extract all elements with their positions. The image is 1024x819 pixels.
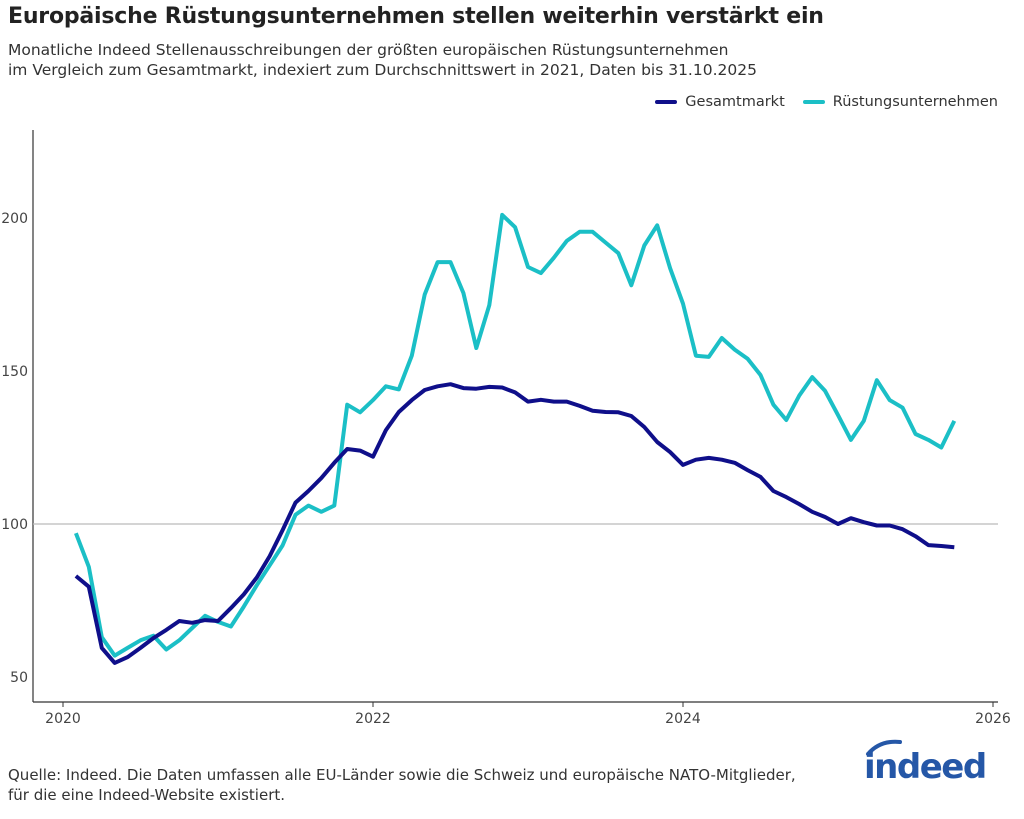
legend-swatch-gesamtmarkt xyxy=(655,100,678,104)
y-tick-label: 100 xyxy=(1,517,28,533)
source-line: Quelle: Indeed. Die Daten umfassen alle … xyxy=(8,766,796,784)
y-tick-label: 200 xyxy=(1,211,28,227)
y-tick-label: 50 xyxy=(10,670,28,686)
x-tick-label: 2022 xyxy=(355,711,391,727)
x-tick-label: 2020 xyxy=(45,711,81,727)
indeed-logo: indeed xyxy=(864,739,987,786)
legend-swatch-ruestung xyxy=(802,100,825,104)
source-line: für die eine Indeed-Website existiert. xyxy=(8,786,286,804)
svg-text:indeed: indeed xyxy=(864,747,986,786)
chart-subtitle: Monatliche Indeed Stellenausschreibungen… xyxy=(8,40,757,80)
legend: Gesamtmarkt Rüstungsunternehmen xyxy=(655,94,998,110)
series-line-gesamtmarkt xyxy=(74,382,955,665)
subtitle-line: im Vergleich zum Gesamtmarkt, indexiert … xyxy=(8,61,757,79)
series-line-ruestungsunternehmen xyxy=(74,212,957,658)
legend-label: Gesamtmarkt xyxy=(685,94,785,110)
y-tick-label: 150 xyxy=(1,364,28,380)
subtitle-line: Monatliche Indeed Stellenausschreibungen… xyxy=(8,41,729,59)
legend-item-ruestung: Rüstungsunternehmen xyxy=(802,94,998,110)
source-note: Quelle: Indeed. Die Daten umfassen alle … xyxy=(8,765,796,805)
legend-item-gesamtmarkt: Gesamtmarkt xyxy=(655,94,785,110)
x-tick-label: 2024 xyxy=(665,711,701,727)
x-tick-label: 2026 xyxy=(975,711,1011,727)
legend-label: Rüstungsunternehmen xyxy=(832,94,998,110)
chart-title: Europäische Rüstungsunternehmen stellen … xyxy=(8,4,824,29)
